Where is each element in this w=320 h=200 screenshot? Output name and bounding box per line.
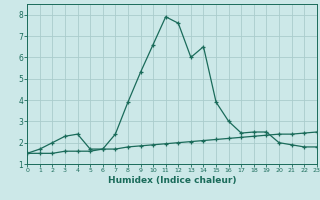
X-axis label: Humidex (Indice chaleur): Humidex (Indice chaleur): [108, 176, 236, 185]
